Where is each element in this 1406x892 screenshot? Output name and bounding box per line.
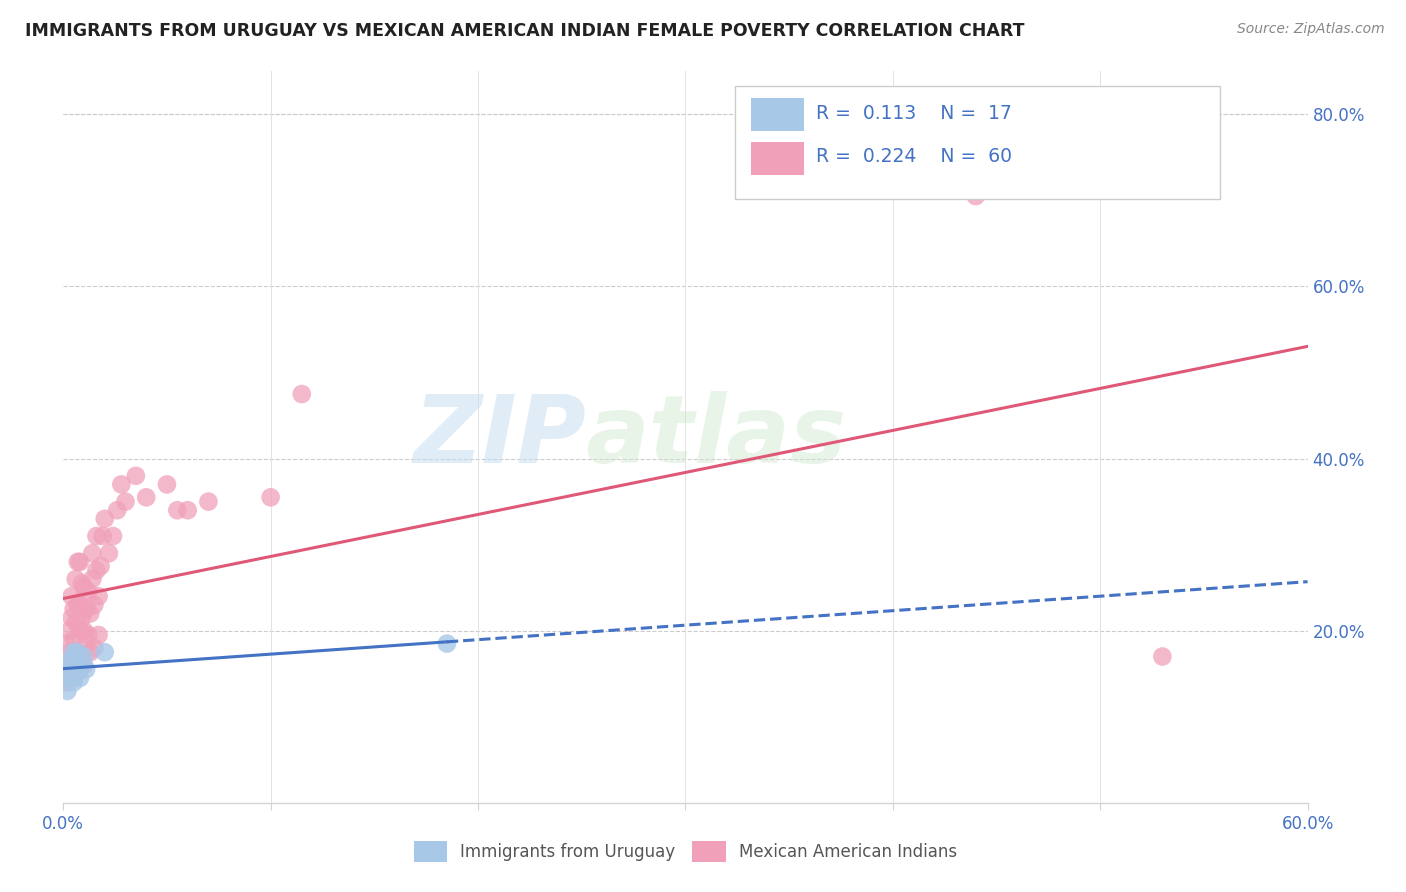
Point: [197, 494, 219, 508]
Point: [86, 564, 108, 578]
FancyBboxPatch shape: [735, 86, 1220, 200]
Point: [156, 477, 179, 491]
Point: [1152, 649, 1174, 664]
Point: [75, 662, 97, 676]
Point: [110, 477, 132, 491]
Point: [83, 640, 105, 655]
Point: [66, 555, 89, 569]
Point: [56, 637, 79, 651]
Point: [77, 585, 100, 599]
Point: [58, 645, 80, 659]
Point: [82, 572, 104, 586]
Point: [86, 529, 108, 543]
Point: [66, 645, 89, 659]
Point: [69, 662, 91, 676]
Point: [87, 628, 110, 642]
Point: [60, 671, 83, 685]
Point: [69, 555, 91, 569]
Point: [70, 649, 93, 664]
Point: [58, 666, 80, 681]
Point: [101, 529, 124, 543]
Point: [82, 546, 104, 560]
Point: [70, 576, 93, 591]
Point: [56, 684, 79, 698]
Point: [166, 503, 188, 517]
Point: [135, 491, 157, 505]
Point: [70, 611, 93, 625]
Point: [62, 645, 84, 659]
Point: [97, 546, 120, 560]
Point: [60, 589, 83, 603]
Text: ZIP: ZIP: [413, 391, 586, 483]
Point: [60, 658, 83, 673]
Text: R =  0.113    N =  17: R = 0.113 N = 17: [815, 103, 1012, 122]
Point: [65, 615, 87, 629]
Text: IMMIGRANTS FROM URUGUAY VS MEXICAN AMERICAN INDIAN FEMALE POVERTY CORRELATION CH: IMMIGRANTS FROM URUGUAY VS MEXICAN AMERI…: [25, 22, 1025, 40]
Point: [114, 494, 136, 508]
Point: [65, 666, 87, 681]
Point: [60, 611, 83, 625]
Point: [73, 624, 96, 638]
Legend: Immigrants from Uruguay, Mexican American Indians: Immigrants from Uruguay, Mexican America…: [413, 841, 957, 862]
Point: [65, 658, 87, 673]
Text: R =  0.224    N =  60: R = 0.224 N = 60: [815, 147, 1012, 167]
Point: [56, 675, 79, 690]
Point: [93, 512, 117, 526]
Point: [65, 572, 87, 586]
Point: [79, 645, 101, 659]
Point: [90, 559, 112, 574]
Point: [69, 624, 91, 638]
Point: [62, 632, 84, 647]
Point: [965, 189, 987, 203]
Point: [75, 637, 97, 651]
FancyBboxPatch shape: [751, 142, 804, 175]
Point: [69, 671, 91, 685]
Point: [62, 602, 84, 616]
Point: [105, 503, 128, 517]
Text: Source: ZipAtlas.com: Source: ZipAtlas.com: [1237, 22, 1385, 37]
Point: [177, 503, 200, 517]
Point: [260, 491, 283, 505]
Point: [70, 658, 93, 673]
Point: [125, 468, 148, 483]
Point: [62, 675, 84, 690]
Point: [66, 598, 89, 612]
Point: [77, 628, 100, 642]
Point: [73, 581, 96, 595]
Point: [73, 649, 96, 664]
Point: [60, 658, 83, 673]
Point: [65, 654, 87, 668]
Point: [53, 662, 76, 676]
Point: [69, 598, 91, 612]
FancyBboxPatch shape: [751, 98, 804, 131]
Point: [91, 529, 114, 543]
Point: [87, 589, 110, 603]
Point: [66, 662, 89, 676]
Point: [83, 598, 105, 612]
Text: atlas: atlas: [586, 391, 848, 483]
Point: [62, 671, 84, 685]
Point: [93, 645, 117, 659]
Point: [58, 624, 80, 638]
Point: [58, 666, 80, 681]
Point: [58, 654, 80, 668]
Point: [66, 645, 89, 659]
Point: [75, 602, 97, 616]
Point: [79, 607, 101, 621]
Point: [291, 387, 314, 401]
Point: [73, 658, 96, 673]
Point: [436, 637, 458, 651]
